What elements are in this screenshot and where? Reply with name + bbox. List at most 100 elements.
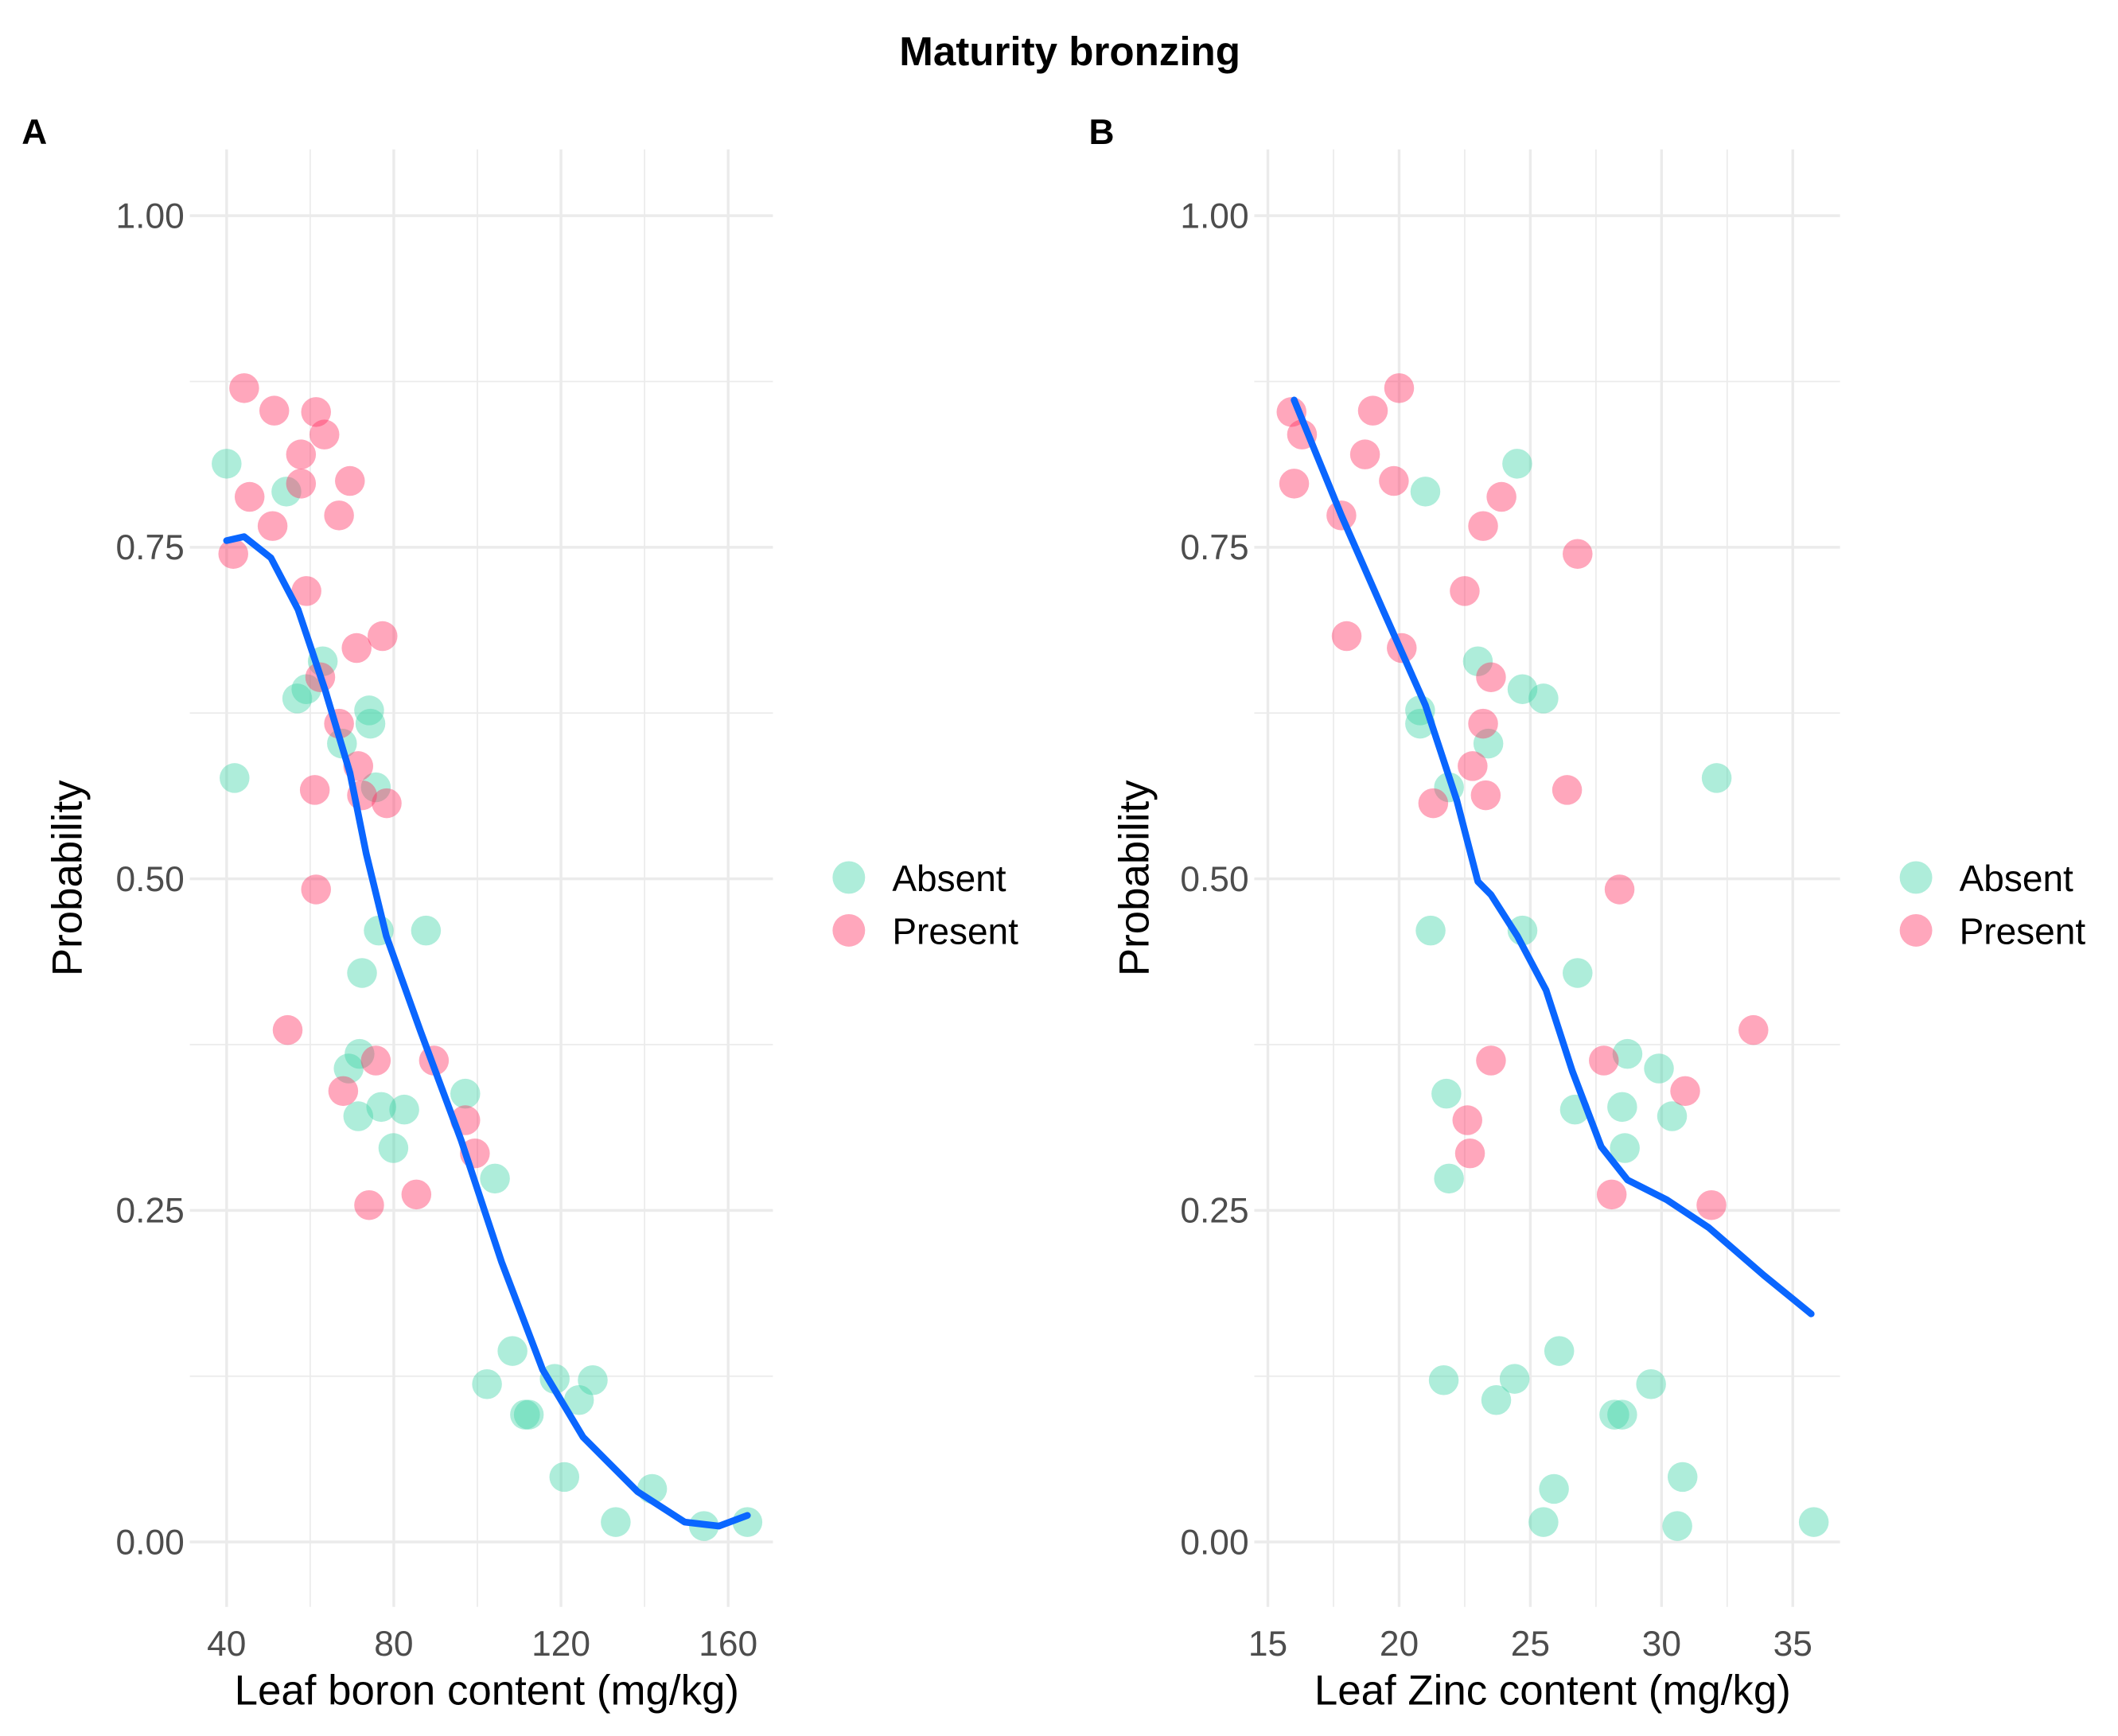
point-absent [1539, 1473, 1569, 1504]
panel-tag: B [1088, 113, 1114, 152]
point-absent [1798, 1507, 1829, 1537]
point-absent [360, 772, 391, 803]
x-tick-label: 15 [1248, 1625, 1287, 1664]
point-absent [1644, 1053, 1674, 1084]
point-present [335, 465, 365, 496]
legend-label-absent: Absent [1960, 858, 2073, 899]
point-absent [291, 674, 321, 704]
y-tick-label: 0.50 [1180, 860, 1248, 899]
point-absent [497, 1336, 528, 1366]
point-present [328, 1076, 359, 1107]
point-absent [1599, 1399, 1629, 1430]
point-absent [601, 1507, 631, 1537]
point-absent [1544, 1336, 1575, 1366]
point-present [360, 1045, 391, 1076]
point-present [301, 874, 331, 905]
point-present [1450, 576, 1480, 606]
point-absent [1528, 683, 1559, 714]
point-present [341, 633, 372, 664]
point-present [1738, 1014, 1769, 1045]
x-tick-label: 40 [207, 1625, 246, 1664]
point-absent [212, 449, 242, 479]
point-absent [1462, 646, 1493, 676]
point-absent [1657, 1101, 1688, 1131]
legend-key-absent [1899, 861, 1933, 894]
point-absent [549, 1462, 580, 1493]
point-present [1452, 1105, 1482, 1135]
point-absent [378, 1133, 409, 1163]
point-absent [271, 477, 302, 507]
point-absent [563, 1385, 594, 1415]
point-present [354, 1189, 384, 1220]
x-tick-label: 25 [1511, 1625, 1550, 1664]
point-present [368, 621, 398, 652]
y-tick-label: 0.50 [116, 860, 185, 899]
point-absent [1636, 1368, 1666, 1399]
point-present [1470, 780, 1501, 811]
point-present [1604, 874, 1635, 905]
y-tick-label: 0.00 [1180, 1523, 1248, 1562]
smooth-curve [223, 533, 751, 1530]
point-present [372, 788, 402, 819]
point-absent [411, 915, 442, 946]
point-absent [220, 763, 250, 793]
point-present [291, 576, 321, 606]
point-present [1589, 1045, 1619, 1076]
point-absent [1528, 1507, 1559, 1537]
point-absent [1499, 1364, 1530, 1394]
point-present [286, 469, 317, 499]
point-present [1596, 1179, 1627, 1210]
point-present [1670, 1076, 1700, 1107]
panel-b: 15 20 25 30 35 0.00 0.25 0.50 0.75 1.00 B Leaf Zinc… [1088, 113, 2085, 1715]
point-absent [333, 1053, 364, 1084]
point-present [1384, 373, 1415, 403]
x-tick-label: 30 [1642, 1625, 1681, 1664]
point-present [1468, 511, 1498, 541]
point-present [259, 395, 290, 426]
point-absent [578, 1364, 608, 1395]
x-axis-label: Leaf boron content (mg/kg) [235, 1668, 739, 1715]
point-present [218, 539, 248, 569]
point-absent [450, 1078, 481, 1109]
point-present [1458, 751, 1488, 781]
point-present [401, 1179, 432, 1210]
point-absent [1563, 958, 1593, 988]
point-absent [1428, 1364, 1459, 1395]
point-present [1349, 439, 1380, 469]
point-absent [1612, 1038, 1643, 1069]
y-axis-label: Probability [1111, 780, 1158, 976]
point-absent [347, 958, 377, 988]
point-present [1476, 662, 1506, 692]
point-absent [282, 683, 313, 714]
point-present [324, 500, 354, 531]
x-tick-label: 120 [531, 1625, 590, 1664]
point-absent [366, 1092, 396, 1123]
y-tick-label: 0.75 [116, 528, 185, 567]
point-absent [1667, 1462, 1698, 1493]
smooth-curve [1291, 396, 1815, 1318]
legend-key-present [1899, 913, 1933, 947]
point-present [1357, 395, 1388, 426]
point-present [1454, 1138, 1485, 1169]
point-absent [389, 1094, 419, 1125]
point-absent [1431, 1078, 1462, 1109]
point-absent [345, 1038, 375, 1069]
legend-label-present: Present [1960, 910, 2086, 952]
y-tick-label: 1.00 [116, 197, 185, 235]
point-present [234, 481, 265, 512]
figure-title: Maturity bronzing [899, 29, 1240, 74]
point-present [257, 511, 288, 541]
point-absent [1662, 1511, 1692, 1541]
point-absent [1701, 763, 1732, 793]
point-present [301, 397, 331, 427]
panel-a: 40 80 120 160 0.00 0.25 0.50 0.75 1.00 A Leaf boro… [21, 113, 1018, 1715]
point-absent [480, 1163, 510, 1194]
point-absent [1607, 1092, 1637, 1123]
x-axis-label: Leaf Zinc content (mg/kg) [1314, 1668, 1791, 1715]
point-absent [355, 708, 386, 739]
point-present [1468, 708, 1498, 739]
point-absent [1610, 1133, 1640, 1163]
panel-tag: A [21, 113, 47, 152]
point-present [1552, 775, 1583, 805]
